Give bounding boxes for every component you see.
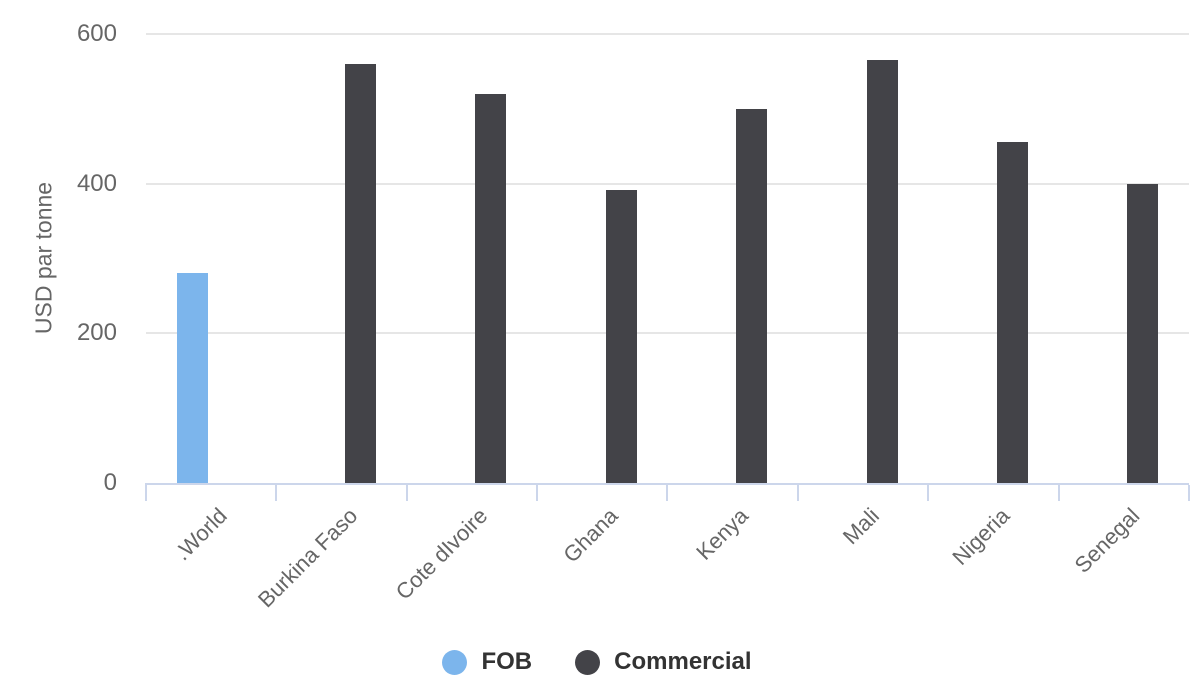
x-axis-tick: [275, 485, 278, 501]
x-category-label-ghana: Ghana: [558, 503, 623, 568]
x-category-label-mali: Mali: [837, 503, 884, 550]
legend-label-fob: FOB: [481, 648, 533, 675]
bar-commercial-burkina-faso[interactable]: [344, 63, 376, 483]
x-category-label-senegal: Senegal: [1069, 503, 1145, 578]
legend-item-fob[interactable]: FOB: [442, 648, 532, 676]
x-category-label-cote-divoire: Cote dIvoire: [390, 503, 493, 605]
bar-commercial-mali[interactable]: [866, 60, 898, 483]
legend-label-commercial: Commercial: [614, 648, 752, 675]
y-tick-label-200: 200: [76, 319, 117, 347]
legend: FOB Commercial: [0, 648, 1194, 676]
bar-commercial-nigeria[interactable]: [996, 141, 1028, 483]
legend-marker-commercial-icon: [575, 649, 601, 675]
x-category-label-burkina-faso: Burkina Faso: [252, 503, 363, 613]
x-axis-tick: [144, 485, 147, 501]
legend-marker-fob-icon: [442, 649, 468, 675]
x-axis-tick: [405, 485, 408, 501]
gridline-600: [145, 33, 1189, 35]
bar-commercial-cote-divoire[interactable]: [475, 93, 507, 483]
x-axis-line: [145, 483, 1189, 485]
x-axis-tick: [1188, 485, 1190, 501]
y-axis-title: USD par tonne: [30, 181, 57, 335]
x-axis-tick: [927, 485, 930, 501]
gridline-200: [145, 332, 1189, 335]
y-tick-label-0: 0: [103, 469, 117, 496]
x-category-label--world: .World: [169, 503, 232, 566]
legend-item-commercial[interactable]: Commercial: [575, 648, 752, 676]
bar-commercial-senegal[interactable]: [1127, 183, 1159, 483]
bar-commercial-kenya[interactable]: [736, 108, 768, 483]
bar-fob--world[interactable]: [176, 273, 208, 483]
gridline-400: [145, 182, 1189, 185]
x-axis-tick: [536, 485, 538, 501]
x-axis-tick: [796, 485, 799, 501]
x-category-label-kenya: Kenya: [691, 503, 754, 565]
bar-commercial-ghana[interactable]: [605, 189, 637, 483]
x-category-label-nigeria: Nigeria: [947, 503, 1015, 570]
x-axis-tick: [666, 485, 669, 501]
y-tick-label-600: 600: [76, 20, 117, 47]
x-axis-tick: [1057, 485, 1060, 501]
y-tick-label-400: 400: [76, 169, 117, 197]
